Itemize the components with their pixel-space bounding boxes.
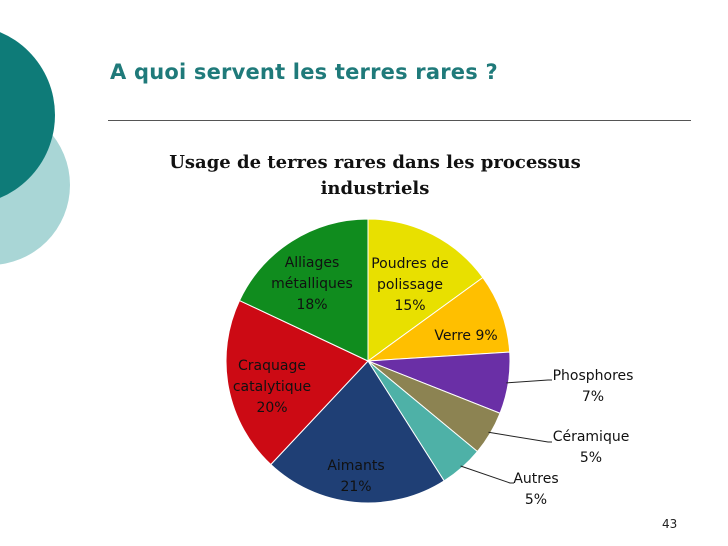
slice-label-line: Céramique [553, 429, 630, 445]
pie-slice-5 [270, 360, 445, 504]
slice-label-line: 7% [582, 389, 604, 405]
slice-label-line: Aimants [327, 458, 384, 474]
chart-title: Usage de terres rares dans les processus… [160, 150, 590, 202]
slice-label-line: catalytique [233, 379, 311, 395]
slice-label-line: 15% [394, 298, 425, 314]
slice-label-line: 20% [256, 400, 287, 416]
slice-label-line: Craquage [238, 358, 306, 374]
pie-slice-1 [366, 276, 511, 362]
chart-title-line-2: industriels [320, 178, 430, 199]
slice-label-2: Phosphores 7% [553, 368, 634, 405]
slice-label-1: Verre 9% [434, 328, 497, 344]
slice-label-line: polissage [377, 277, 443, 293]
slice-label-line: Verre 9% [434, 328, 497, 344]
slide-decoration [0, 32, 70, 265]
slice-label-line: Phosphores [553, 368, 634, 384]
slice-label-6: Craquage catalytique 20% [233, 358, 311, 416]
chart-title-line-1: Usage de terres rares dans les processus [169, 152, 581, 173]
pie-slice-7 [238, 218, 369, 362]
leader-line-3 [488, 431, 552, 443]
slice-label-line: Poudres de [371, 256, 449, 272]
slice-label-4: Autres 5% [513, 471, 558, 508]
slice-label-7: Alliages métalliques 18% [271, 255, 353, 313]
slide-title: A quoi servent les terres rares ? [110, 60, 498, 84]
slice-label-5: Aimants 21% [327, 458, 384, 495]
page-number: 43 [662, 517, 678, 531]
slice-label-line: 18% [296, 297, 327, 313]
leader-line-2 [506, 379, 552, 384]
pie-slice-6 [225, 299, 369, 466]
slice-label-line: 5% [580, 450, 602, 466]
slice-label-3: Céramique 5% [553, 429, 630, 466]
slice-label-line: 5% [525, 492, 547, 508]
leader-line-4 [460, 465, 514, 484]
slice-label-line: métalliques [271, 276, 353, 292]
slice-label-0: Poudres de polissage 15% [371, 256, 449, 314]
slice-label-line: Alliages [285, 255, 340, 271]
slice-label-line: 21% [340, 479, 371, 495]
pie-slice-0 [367, 218, 484, 362]
title-divider [108, 120, 691, 121]
slice-label-line: Autres [513, 471, 558, 487]
